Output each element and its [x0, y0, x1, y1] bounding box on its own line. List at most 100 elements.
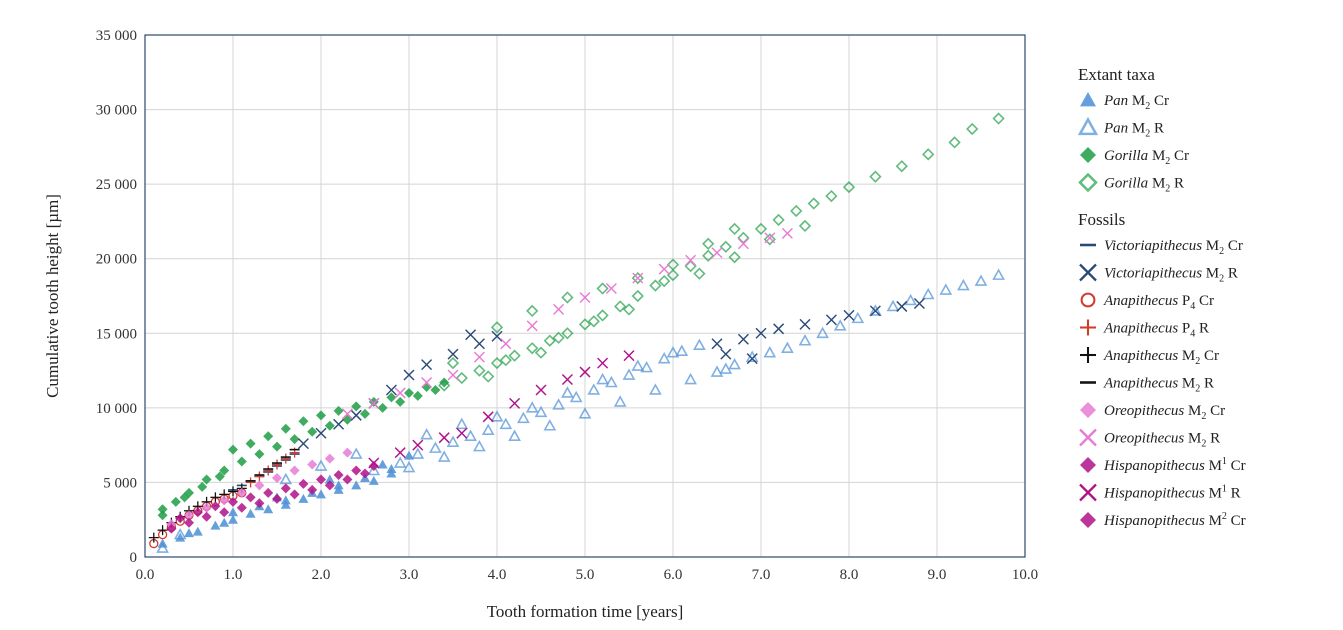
data-point: [719, 240, 732, 253]
data-point: [685, 254, 697, 266]
data-point: [170, 496, 181, 507]
y-tick-label: 5 000: [103, 475, 137, 491]
data-point: [737, 231, 750, 244]
data-point: [297, 438, 309, 450]
legend-entry: Oreopithecus M2 R: [1079, 428, 1220, 450]
legend-label: Oreopithecus M2 R: [1104, 431, 1220, 450]
data-point: [675, 344, 689, 356]
data-point: [412, 390, 423, 401]
data-point: [360, 408, 370, 419]
data-point: [394, 387, 406, 399]
data-point: [214, 471, 225, 482]
data-point: [490, 356, 504, 370]
data-point: [869, 170, 882, 183]
data-point: [508, 349, 521, 362]
data-point: [192, 526, 203, 536]
legend-label: Hispanopithecus M1 Cr: [1103, 456, 1246, 474]
legend-entry: Victoriapithecus M2 Cr: [1080, 238, 1243, 257]
data-point: [658, 274, 671, 288]
data-point: [349, 447, 363, 459]
legend-label: Anapithecus P4 R: [1103, 321, 1209, 340]
data-point: [728, 357, 741, 370]
data-point: [280, 453, 291, 464]
data-point: [719, 362, 733, 374]
series: [245, 447, 300, 488]
data-point: [404, 450, 414, 460]
data-point: [263, 465, 274, 476]
legend-marker: [1079, 483, 1097, 502]
legend-marker: [1079, 263, 1097, 282]
data-point: [341, 408, 353, 420]
x-tick-label: 1.0: [224, 567, 243, 583]
series: [341, 227, 793, 420]
data-point: [842, 180, 856, 194]
x-tick-label: 0.0: [136, 567, 155, 583]
y-tick-label: 20 000: [96, 252, 137, 268]
legend-marker: [1080, 147, 1096, 163]
data-point: [386, 464, 397, 474]
data-point: [421, 359, 433, 371]
x-axis-label: Tooth formation time [years]: [487, 602, 684, 621]
legend-marker: [1080, 92, 1096, 107]
data-point: [693, 267, 706, 280]
data-point: [219, 495, 230, 506]
legend-entry: Hispanopithecus M1 Cr: [1080, 456, 1246, 474]
data-point: [737, 238, 749, 250]
data-point: [314, 459, 328, 471]
data-point: [367, 463, 381, 476]
data-point: [728, 222, 741, 236]
data-point: [316, 410, 326, 421]
legend-label: Hispanopithecus M1 R: [1103, 484, 1241, 502]
data-point: [192, 507, 203, 518]
data-point: [429, 441, 442, 453]
data-point: [807, 197, 820, 210]
data-point: [543, 419, 557, 431]
legend-marker: [1080, 512, 1096, 528]
data-point: [526, 320, 538, 332]
data-point: [157, 504, 168, 515]
data-point: [490, 321, 504, 334]
data-point: [473, 439, 486, 452]
data-point: [658, 263, 670, 275]
data-point: [210, 520, 221, 530]
legend-label: Anapithecus M2 Cr: [1103, 348, 1219, 367]
data-point: [587, 383, 601, 395]
data-point: [228, 514, 238, 524]
legend-label: Oreopithecus M2 Cr: [1104, 403, 1225, 422]
data-point: [438, 432, 450, 444]
data-point: [843, 309, 855, 321]
data-point: [236, 456, 247, 467]
y-tick-label: 35 000: [96, 28, 137, 44]
data-point: [482, 411, 494, 423]
data-point: [342, 447, 353, 458]
data-point: [455, 417, 469, 430]
data-point: [254, 471, 265, 482]
data-point: [552, 398, 565, 410]
x-tick-labels: 0.0 1.0 2.0 3.0 4.0 5.0 6.0 7.0 8.0 9.0 10.0: [136, 567, 1039, 583]
data-point: [517, 411, 530, 424]
data-point: [684, 372, 697, 385]
data-point: [166, 523, 177, 534]
data-point: [289, 489, 300, 500]
data-point: [605, 375, 618, 388]
data-point: [534, 405, 548, 418]
data-point: [631, 359, 645, 371]
data-point: [184, 510, 194, 521]
data-point: [324, 480, 335, 491]
data-point: [578, 318, 592, 331]
data-point: [597, 357, 609, 369]
data-point: [816, 326, 829, 339]
legend-marker: [1080, 402, 1096, 418]
data-point: [825, 314, 837, 326]
data-point: [491, 330, 503, 342]
data-point: [764, 232, 776, 244]
series: [245, 448, 300, 482]
data-point: [693, 338, 706, 351]
data-point: [895, 160, 908, 173]
data-point: [455, 371, 468, 385]
legend-marker: [1079, 428, 1097, 447]
data-point: [763, 346, 777, 358]
data-point: [157, 525, 168, 536]
data-point: [236, 487, 247, 498]
